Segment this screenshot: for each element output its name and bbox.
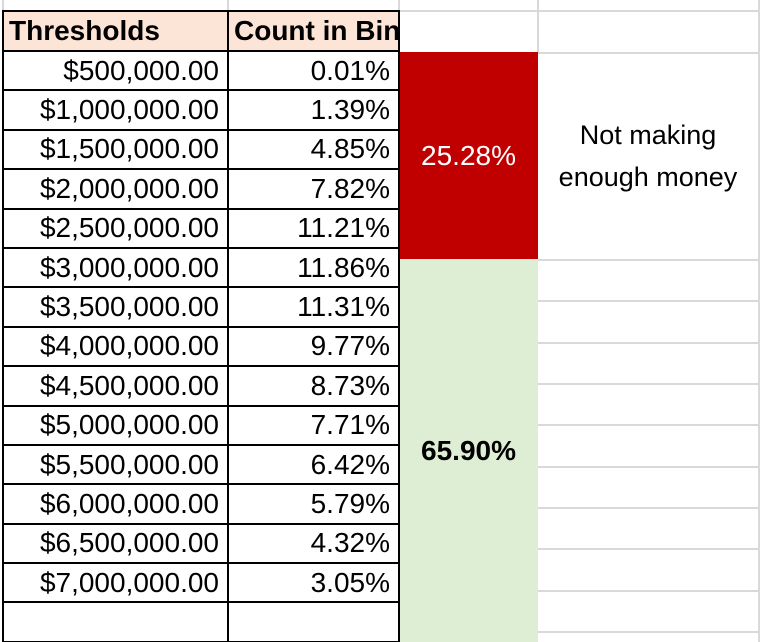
threshold-cell[interactable]: $500,000.00 [2,49,229,92]
table-row: $4,000,000.00 9.77% [2,325,400,368]
gridline [537,631,760,634]
gridline [538,52,760,54]
gridline [2,0,4,10]
count-cell[interactable]: 11.21% [227,207,400,249]
table-row: $1,500,000.00 4.85% [2,128,400,171]
count-cell[interactable]: 9.77% [227,325,400,368]
count-cell[interactable]: 4.85% [227,128,400,171]
table-row: $6,500,000.00 4.32% [2,522,400,565]
table-row: $4,500,000.00 8.73% [2,365,400,407]
threshold-cell[interactable]: $3,000,000.00 [2,246,229,289]
table-row [2,601,400,642]
threshold-cell[interactable]: $6,000,000.00 [2,483,229,525]
gridline [537,341,760,344]
threshold-cell[interactable]: $6,500,000.00 [2,522,229,565]
count-cell[interactable]: 5.79% [227,483,400,525]
count-cell[interactable]: 6.42% [227,443,400,486]
gridline [537,507,760,510]
thresholds-header-cell[interactable]: Thresholds [2,10,229,52]
gridline [398,0,400,10]
count-cell[interactable]: 11.86% [227,246,400,289]
table-row: $3,000,000.00 11.86% [2,246,400,289]
table-row: $7,000,000.00 3.05% [2,562,400,604]
gridline [537,0,539,52]
count-in-bin-header-cell[interactable]: Count in Bin [227,10,400,52]
count-cell[interactable]: 11.31% [227,286,400,328]
gridline [537,589,760,592]
gridline [758,0,760,642]
gridline [227,0,229,10]
count-cell[interactable]: 7.71% [227,404,400,446]
threshold-cell[interactable]: $3,500,000.00 [2,286,229,328]
count-cell[interactable]: 7.82% [227,168,400,210]
count-cell[interactable]: 3.05% [227,562,400,604]
annotation-label: Not making enough money [558,119,738,192]
table-row: $500,000.00 0.01% [2,49,400,92]
table-row: $1,000,000.00 1.39% [2,89,400,131]
threshold-cell[interactable]: $4,500,000.00 [2,365,229,407]
threshold-cell[interactable]: $5,000,000.00 [2,404,229,446]
gridline [537,465,760,468]
table-row: $2,500,000.00 11.21% [2,207,400,249]
bins-table: Thresholds Count in Bin $500,000.00 0.01%… [2,10,400,642]
count-cell[interactable]: 0.01% [227,49,400,92]
gridline [537,383,760,386]
gridline [537,548,760,551]
threshold-cell[interactable] [2,601,229,642]
gridline [537,259,760,261]
threshold-cell[interactable]: $7,000,000.00 [2,562,229,604]
annotation-cell[interactable]: Not making enough money [538,52,758,259]
threshold-cell[interactable]: $2,000,000.00 [2,168,229,210]
gridline [398,10,760,12]
threshold-cell[interactable]: $5,500,000.00 [2,443,229,486]
threshold-cell[interactable]: $2,500,000.00 [2,207,229,249]
merged-cell-enough[interactable]: 65.90% [399,259,538,642]
enough-percentage: 65.90% [421,434,516,466]
threshold-cell[interactable]: $1,000,000.00 [2,89,229,131]
merged-cell-not-enough[interactable]: 25.28% [399,52,538,259]
gridline [537,424,760,427]
table-row: $3,500,000.00 11.31% [2,286,400,328]
count-cell[interactable] [227,601,400,642]
header-row: Thresholds Count in Bin [2,10,400,52]
count-cell[interactable]: 1.39% [227,89,400,131]
not-enough-percentage: 25.28% [421,139,516,171]
threshold-cell[interactable]: $1,500,000.00 [2,128,229,171]
threshold-cell[interactable]: $4,000,000.00 [2,325,229,368]
table-row: $2,000,000.00 7.82% [2,168,400,210]
gridline [537,300,760,303]
count-cell[interactable]: 4.32% [227,522,400,565]
count-cell[interactable]: 8.73% [227,365,400,407]
table-row: $6,000,000.00 5.79% [2,483,400,525]
table-row: $5,000,000.00 7.71% [2,404,400,446]
table-row: $5,500,000.00 6.42% [2,443,400,486]
